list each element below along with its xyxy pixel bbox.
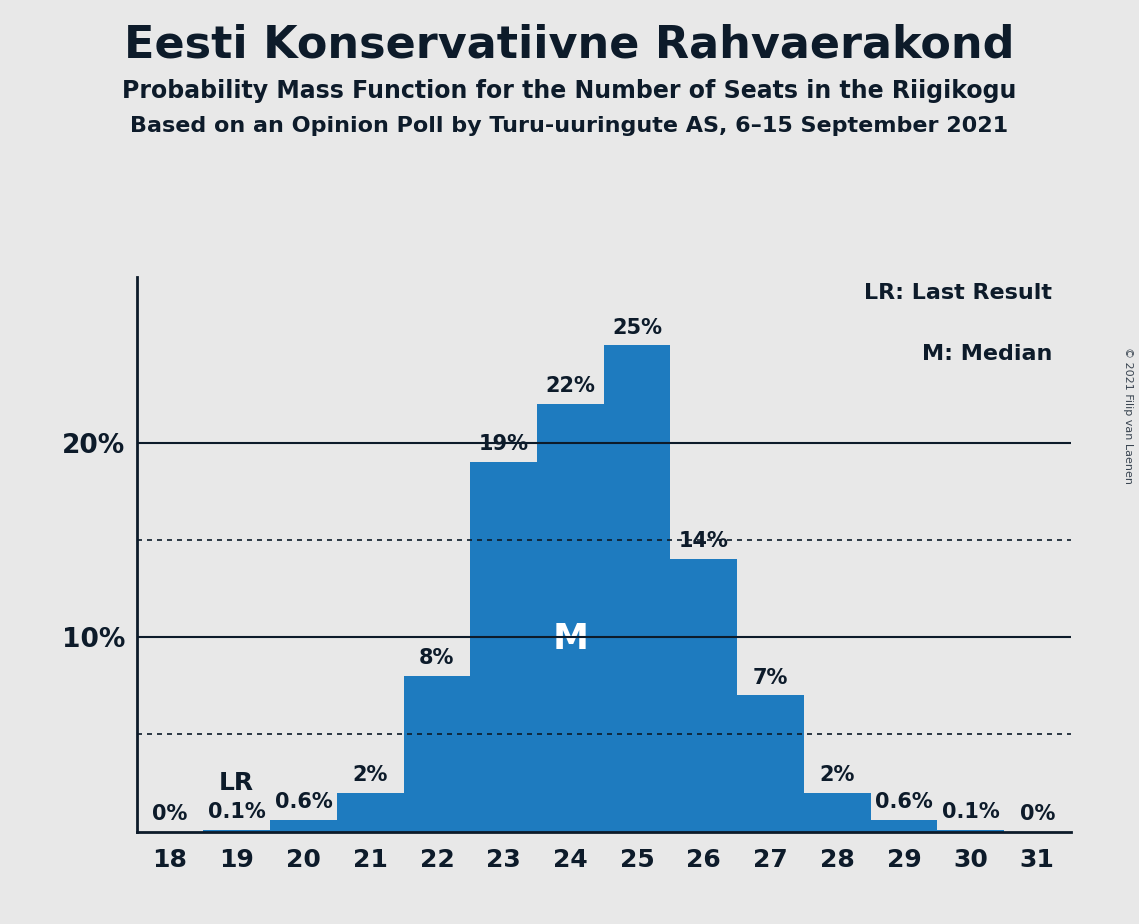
Text: M: M — [552, 622, 589, 656]
Text: 0.6%: 0.6% — [274, 792, 333, 812]
Text: 14%: 14% — [679, 531, 729, 552]
Bar — [737, 696, 804, 832]
Text: 22%: 22% — [546, 376, 596, 395]
Text: Eesti Konservatiivne Rahvaerakond: Eesti Konservatiivne Rahvaerakond — [124, 23, 1015, 67]
Bar — [337, 793, 403, 832]
Bar — [470, 462, 536, 832]
Text: LR: LR — [219, 771, 254, 795]
Text: 0.6%: 0.6% — [875, 792, 933, 812]
Text: M: Median: M: Median — [921, 344, 1052, 364]
Text: 25%: 25% — [612, 318, 662, 337]
Bar — [536, 404, 604, 832]
Bar — [804, 793, 870, 832]
Text: 8%: 8% — [419, 649, 454, 668]
Text: Based on an Opinion Poll by Turu-uuringute AS, 6–15 September 2021: Based on an Opinion Poll by Turu-uuringu… — [131, 116, 1008, 136]
Text: 2%: 2% — [352, 765, 388, 784]
Bar — [937, 830, 1003, 832]
Bar — [403, 676, 470, 832]
Bar — [604, 346, 671, 832]
Bar — [270, 820, 337, 832]
Text: 0.1%: 0.1% — [208, 802, 265, 821]
Text: 0%: 0% — [153, 804, 188, 824]
Text: LR: Last Result: LR: Last Result — [865, 283, 1052, 303]
Text: 2%: 2% — [819, 765, 855, 784]
Text: 0.1%: 0.1% — [942, 802, 999, 821]
Bar — [204, 830, 270, 832]
Text: 0%: 0% — [1019, 804, 1055, 824]
Bar — [671, 559, 737, 832]
Text: Probability Mass Function for the Number of Seats in the Riigikogu: Probability Mass Function for the Number… — [122, 79, 1017, 103]
Text: 7%: 7% — [753, 668, 788, 687]
Text: © 2021 Filip van Laenen: © 2021 Filip van Laenen — [1123, 347, 1133, 484]
Bar — [870, 820, 937, 832]
Text: 19%: 19% — [478, 434, 528, 455]
